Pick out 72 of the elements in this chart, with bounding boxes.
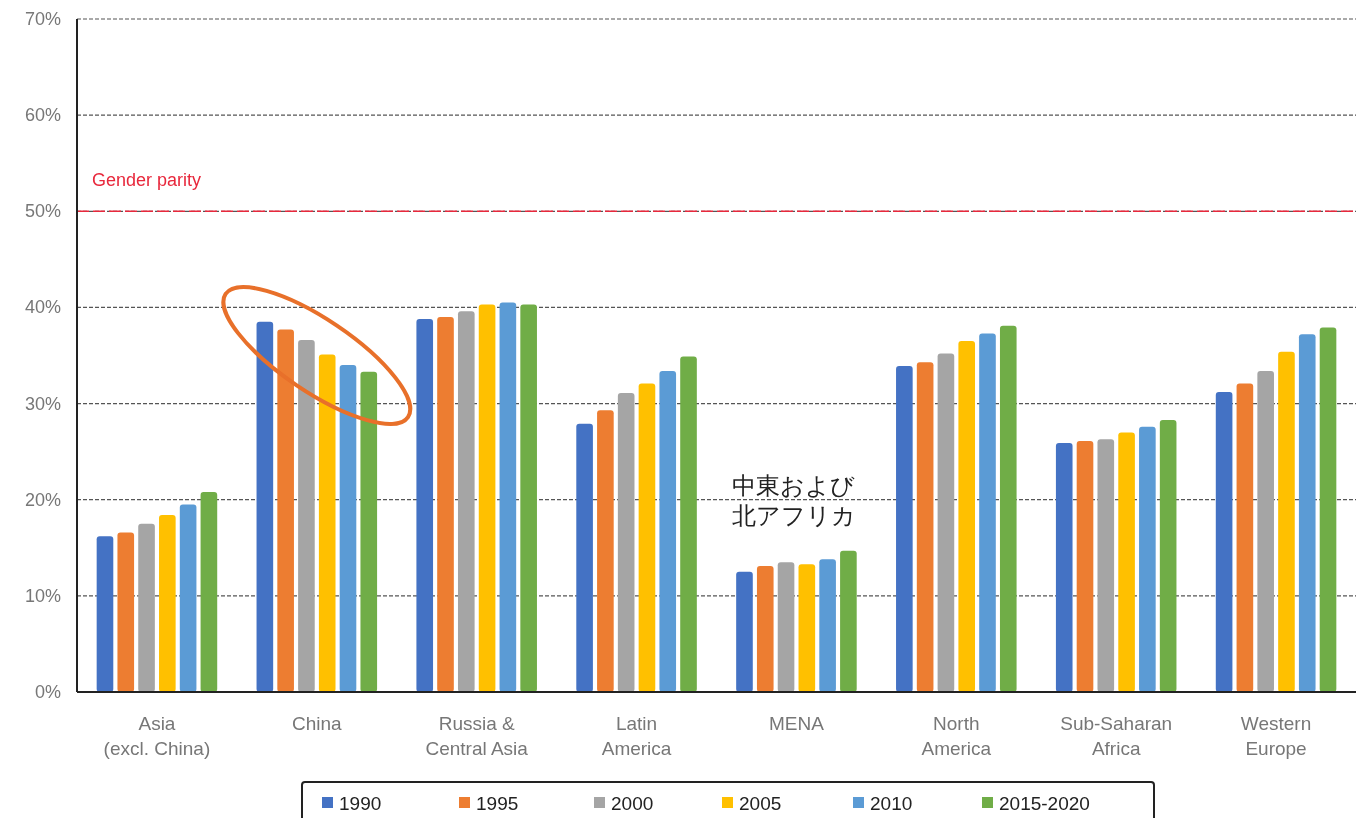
y-tick-label: 30% [24, 393, 61, 414]
bar [777, 562, 795, 692]
legend-label: 1995 [476, 793, 519, 814]
y-tick-label: 50% [24, 201, 61, 222]
x-tick-label: China [291, 713, 343, 734]
bar [638, 383, 656, 692]
bar [999, 325, 1017, 692]
bar [896, 366, 913, 692]
bar [138, 523, 155, 692]
y-tick-label: 70% [24, 9, 61, 29]
bar [916, 362, 934, 692]
y-tick-label: 0% [34, 682, 61, 702]
bar [680, 356, 697, 692]
y-tick-label: 60% [24, 105, 61, 126]
bar [937, 353, 955, 692]
bar [360, 371, 378, 692]
legend-label: 2005 [739, 793, 782, 814]
bar [96, 536, 114, 692]
bar [1278, 351, 1295, 692]
bar [117, 532, 135, 692]
bar [478, 304, 496, 692]
bar [1298, 334, 1316, 692]
y-tick-label: 20% [24, 489, 61, 510]
legend-label: 2015-2020 [999, 793, 1090, 814]
bar [958, 341, 976, 692]
y-tick-label: 40% [24, 297, 61, 318]
bar [819, 559, 836, 692]
x-tick-label: Sub-Saharan Africa [1060, 713, 1173, 759]
ref-line-label: Gender parity [92, 170, 202, 191]
bar [1097, 439, 1115, 692]
legend-label: 1990 [339, 793, 382, 814]
bar [798, 564, 816, 692]
bar [840, 550, 857, 692]
x-tick-label: Latin America [601, 713, 672, 759]
bar [339, 365, 357, 692]
bar [736, 571, 753, 692]
annotation: 中東および北アフリカ [732, 472, 856, 529]
bar [1076, 441, 1094, 692]
x-tick-label: Russia & Central Asia [425, 713, 529, 759]
bar [597, 410, 614, 692]
bar [277, 329, 294, 692]
bar [520, 304, 537, 692]
bar [457, 311, 475, 692]
bar [1215, 392, 1233, 692]
bar [159, 515, 176, 692]
bar [659, 370, 677, 692]
bar [1055, 442, 1073, 692]
bar [318, 354, 336, 692]
x-tick-label: North America [921, 713, 992, 759]
bar [756, 566, 774, 692]
bar [499, 302, 517, 692]
bar [617, 393, 635, 692]
bar [1257, 370, 1274, 692]
bar [1159, 419, 1177, 692]
bar [416, 318, 434, 692]
bar [298, 340, 315, 692]
legend-label: 2010 [870, 793, 913, 814]
bar [256, 321, 274, 692]
bar [576, 423, 593, 692]
x-tick-label: MENA [768, 713, 825, 734]
bar [437, 317, 454, 692]
bar [1139, 426, 1156, 692]
bar [200, 492, 218, 692]
bar [1236, 383, 1254, 692]
bar [1118, 432, 1135, 692]
bar [1319, 327, 1337, 692]
legend-label: 2000 [611, 793, 654, 814]
x-tick-label: Western Europe [1240, 713, 1312, 759]
x-tick-label: Asia (excl. China) [103, 713, 211, 759]
bar [179, 504, 197, 692]
bar [979, 333, 996, 692]
y-tick-label: 10% [24, 585, 61, 606]
